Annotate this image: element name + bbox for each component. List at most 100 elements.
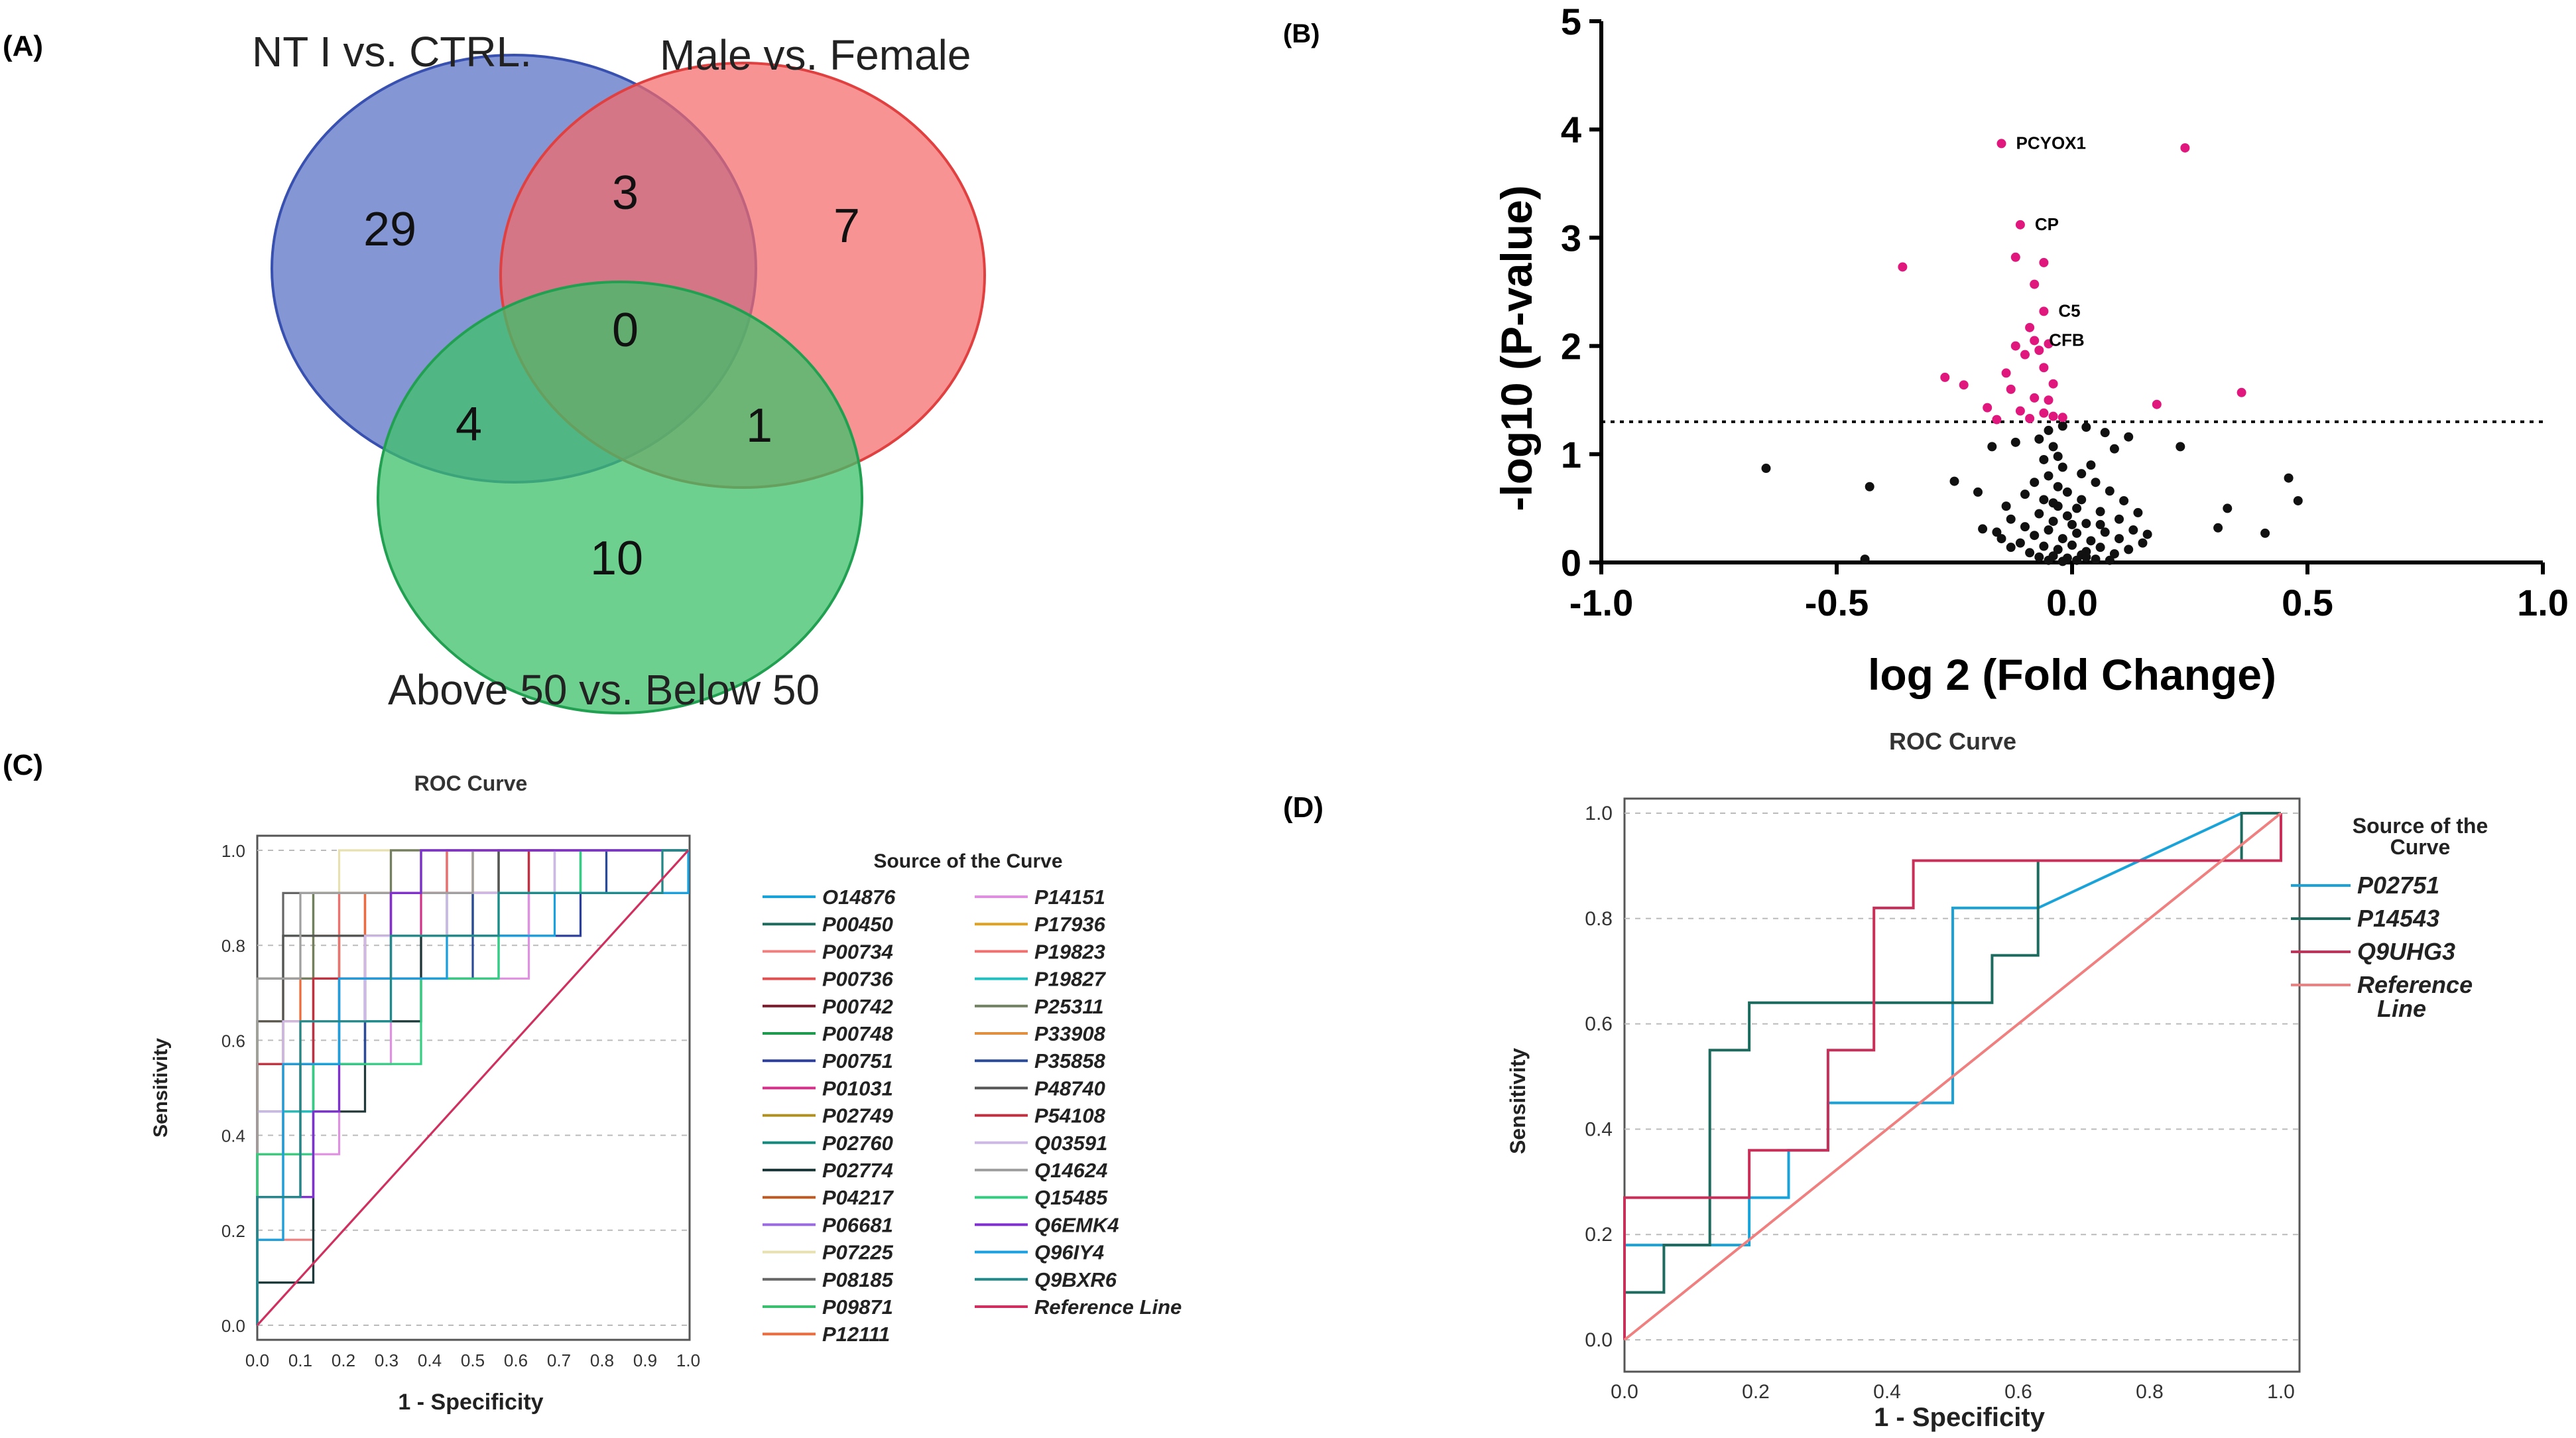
volcano-point-nonsignificant [2025,548,2035,558]
roc-c-legend-label: Q6EMK4 [1034,1213,1119,1236]
volcano-point-nonsignificant [1973,487,1983,497]
roc-d-legend-label-line2: Line [2377,995,2426,1022]
roc-c-legend-label: P35858 [1034,1049,1106,1073]
volcano-gene-labels: PCYOX1 CP C5 CFB [2016,133,2087,350]
volcano-point-nonsignificant [2057,534,2067,544]
volcano-point-nonsignificant [2081,423,2091,432]
volcano-point-nonsignificant [1860,555,1870,564]
volcano-point-significant [2048,379,2058,389]
volcano-point-nonsignificant [2091,478,2101,488]
roc-c-legend-label: P54108 [1034,1104,1106,1128]
roc-d-x-tick-label: 0.4 [1873,1381,1901,1403]
volcano-point-nonsignificant [2039,495,2049,505]
volcano-point-nonsignificant [2067,540,2077,550]
venn-count-only-a: 29 [363,203,416,256]
volcano-point-nonsignificant [2048,516,2058,526]
venn-count-only-c: 10 [590,532,643,585]
roc-c-legend-label: P06681 [822,1213,893,1236]
roc-d-grid [1623,797,2301,1373]
volcano-point-nonsignificant [2034,434,2044,444]
roc-c-legend-label: P19827 [1034,968,1107,991]
roc-c-x-tick-label: 0.2 [332,1350,355,1370]
roc-c-legend: O14876 P00450 P00734 P00736 P00742 P00748 P007… [763,885,1182,1346]
volcano-point-nonsignificant [2072,503,2082,513]
volcano-point-significant [1983,403,1993,413]
volcano-point-nonsignificant [2223,503,2233,513]
roc-c-y-tick-label: 0.8 [221,936,245,956]
volcano-point-nonsignificant [2142,529,2152,539]
panel-a-label: (A) [3,30,43,62]
volcano-point-nonsignificant [2100,428,2110,438]
venn-set-label-c: Above 50 vs. Below 50 [388,666,820,714]
roc-c-legend-label: Q15485 [1034,1186,1108,1209]
volcano-point-nonsignificant [2053,545,2063,555]
roc-c-x-tick-label: 0.7 [547,1350,571,1370]
volcano-point-nonsignificant [2039,454,2049,464]
roc-c-y-tick-label: 1.0 [221,841,245,861]
volcano-significant-points [1898,139,2246,425]
volcano-gene-label: PCYOX1 [2016,133,2087,153]
venn-set-label-a: NT I vs. CTRL. [252,28,532,76]
volcano-point-nonsignificant [2044,555,2054,565]
volcano-point-significant [2015,220,2025,229]
roc-d-y-tick-label: 1.0 [1585,803,1613,824]
roc-d-x-tick-label: 0.0 [1611,1381,1638,1403]
volcano-point-nonsignificant [2119,495,2129,505]
roc-c-legend-label: P00736 [822,968,894,991]
volcano-point-nonsignificant [2081,519,2091,529]
venn-count-a-b-c: 0 [612,304,639,357]
panel-b-label: (B) [1283,19,1320,48]
volcano-point-significant [2152,399,2162,409]
roc-c-legend-label: Q14624 [1034,1159,1107,1182]
volcano-point-significant [2010,341,2020,351]
volcano-point-significant [2044,395,2054,405]
volcano-point-nonsignificant [2138,538,2148,548]
volcano-point-nonsignificant [2293,495,2303,505]
roc-d-y-tick-label: 0.6 [1585,1013,1613,1035]
volcano-point-significant [2039,408,2049,418]
volcano-point-nonsignificant [2176,442,2185,452]
volcano-point-nonsignificant [1949,476,1959,486]
volcano-point-nonsignificant [1996,534,2006,544]
roc-c-legend-label: P00748 [822,1022,894,1045]
volcano-point-significant [1898,262,1908,272]
volcano-point-significant [2020,350,2030,360]
volcano-point-nonsignificant [2133,507,2143,517]
volcano-point-nonsignificant [2062,511,2072,521]
roc-d-y-axis-title: Sensitivity [1506,1048,1530,1154]
venn-circle-above-below-50 [377,281,863,714]
roc-c-x-axis-title: 1 - Specificity [398,1390,543,1415]
volcano-point-nonsignificant [2284,473,2294,483]
roc-d-x-tick-label: 0.8 [2136,1381,2164,1403]
roc-d-curves [1623,812,2282,1341]
volcano-point-significant [1992,415,2002,425]
roc-d-title: ROC Curve [1889,728,2016,755]
volcano-axes: 0 1 2 3 4 5 -1.0 -0.5 0.0 0.5 1.0 [1561,1,2569,623]
volcano-point-significant [2015,406,2025,416]
volcano-gene-label: CFB [2049,330,2084,350]
volcano-y-tick-label: 4 [1561,109,1581,151]
volcano-y-tick-label: 5 [1561,1,1581,42]
roc-c-x-tick-label: 0.4 [418,1350,442,1370]
volcano-point-nonsignificant [2100,527,2110,537]
roc-c-legend-label: P08185 [822,1268,894,1291]
roc-c-legend-label: Q9BXR6 [1034,1268,1117,1291]
roc-c-y-tick-label: 0.6 [221,1031,245,1051]
volcano-point-nonsignificant [2067,519,2077,529]
volcano-y-tick-label: 0 [1561,542,1581,584]
roc-d-curve-q9uhg3 [1623,813,2282,1340]
volcano-point-nonsignificant [2006,543,2016,553]
volcano-point-nonsignificant [2048,442,2058,452]
volcano-point-significant [2030,279,2040,289]
roc-d-y-tick-label: 0.8 [1585,908,1613,930]
roc-d-frame [1623,797,2301,1373]
roc-d-y-tick-label: 0.2 [1585,1224,1613,1246]
volcano-point-nonsignificant [1865,482,1874,491]
volcano-point-nonsignificant [2260,528,2270,538]
roc-c-legend-title: Source of the Curve [873,850,1062,872]
volcano-nonsignificant-points [1761,421,2303,566]
volcano-point-significant [2001,368,2011,378]
volcano-point-significant [2030,393,2040,403]
volcano-x-tick-label: 1.0 [2517,582,2569,623]
